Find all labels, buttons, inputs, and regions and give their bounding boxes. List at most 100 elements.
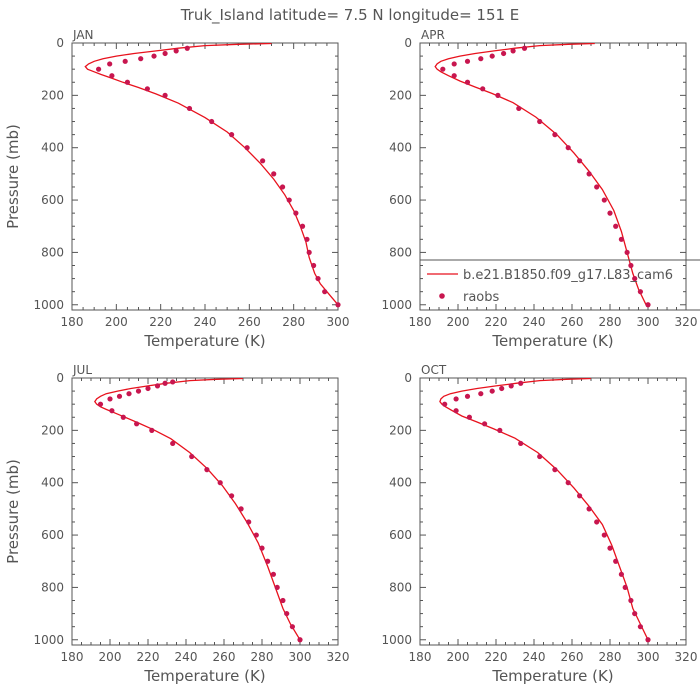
legend-obs-label: raobs <box>463 290 500 305</box>
x-tick-label: 220 <box>149 315 172 329</box>
raobs-point <box>162 92 168 98</box>
raobs-point <box>594 519 600 525</box>
raobs-point <box>453 408 459 414</box>
y-tick-label: 200 <box>389 423 412 437</box>
raobs-point <box>246 519 252 525</box>
raobs-point <box>499 385 505 392</box>
raobs-point <box>466 414 472 420</box>
plot-frame <box>71 377 339 646</box>
raobs-point <box>480 86 486 92</box>
raobs-point <box>238 506 244 512</box>
x-tick-label: 300 <box>637 650 660 664</box>
raobs-point <box>478 56 484 62</box>
raobs-point <box>489 53 495 59</box>
raobs-point <box>613 223 619 229</box>
raobs-point <box>601 532 607 538</box>
x-tick-label: 200 <box>99 650 122 664</box>
raobs-point <box>107 61 113 67</box>
raobs-point <box>594 184 600 190</box>
raobs-point <box>289 624 295 630</box>
raobs-point <box>497 427 503 433</box>
raobs-point <box>253 532 259 538</box>
y-tick-label: 800 <box>389 580 412 594</box>
raobs-point <box>335 302 341 308</box>
plot-frame <box>419 377 687 646</box>
raobs-point <box>322 289 328 295</box>
y-tick-label: 0 <box>404 371 412 385</box>
raobs-point <box>451 61 457 67</box>
raobs-point <box>632 610 638 617</box>
x-axis-label: Temperature (K) <box>491 667 613 685</box>
y-tick-label: 800 <box>41 580 64 594</box>
raobs-point <box>138 56 144 62</box>
model-profile-line <box>439 378 649 641</box>
x-tick-label: 180 <box>61 315 84 329</box>
raobs-point <box>442 401 448 407</box>
raobs-point <box>637 624 644 630</box>
raobs-point <box>244 145 250 151</box>
raobs-point <box>274 584 280 591</box>
raobs-point <box>217 480 223 486</box>
raobs-point <box>518 380 524 386</box>
y-tick-label: 600 <box>41 193 64 207</box>
raobs-point <box>537 453 543 460</box>
x-tick-label: 220 <box>485 650 508 664</box>
raobs-point <box>145 385 151 392</box>
y-tick-label: 400 <box>389 476 412 490</box>
y-tick-label: 400 <box>41 141 64 155</box>
panel-label: APR <box>421 28 445 42</box>
raobs-point <box>508 383 514 389</box>
x-tick-label: 320 <box>675 315 698 329</box>
panel-jan: 180 200 220 240 260 280 300 0 200 400 600 800 1000 JA… <box>4 28 349 350</box>
raobs-point <box>173 48 179 54</box>
x-axis-label: Temperature (K) <box>143 667 265 685</box>
raobs-point <box>618 571 625 577</box>
y-tick-label: 600 <box>41 528 64 542</box>
panel-label: JUL <box>72 363 92 377</box>
raobs-point <box>577 158 583 164</box>
y-tick-label: 0 <box>404 36 412 50</box>
raobs-point <box>495 92 501 98</box>
raobs-point <box>565 145 571 151</box>
panel-label: JAN <box>72 28 94 42</box>
raobs-point <box>601 197 607 203</box>
raobs-point <box>299 223 306 229</box>
raobs-point <box>565 480 571 486</box>
legend-obs-swatch <box>439 293 445 299</box>
panel-oct: 180 200 220 240 260 280 300 320 0 200 400 600 800 100… <box>381 363 697 685</box>
raobs-point <box>607 210 613 216</box>
raobs-point <box>284 610 290 617</box>
raobs-point <box>184 45 190 51</box>
raobs-point <box>516 105 522 112</box>
raobs-point <box>482 421 488 427</box>
raobs-point <box>315 275 321 282</box>
y-tick-label: 0 <box>56 371 64 385</box>
raobs-point <box>271 171 277 177</box>
panel-apr: 180 200 220 240 260 280 300 320 0 200 400 600 800 100… <box>381 28 700 350</box>
raobs-point <box>306 249 312 256</box>
x-tick-label: 280 <box>599 315 622 329</box>
raobs-point <box>637 289 644 295</box>
raobs-point <box>624 249 630 256</box>
raobs-point <box>124 79 131 85</box>
raobs-point <box>170 379 176 385</box>
x-tick-label: 260 <box>238 315 261 329</box>
raobs-point <box>622 584 628 591</box>
x-tick-label: 220 <box>137 650 160 664</box>
x-tick-label: 260 <box>561 650 584 664</box>
raobs-point <box>151 53 157 59</box>
plot-frame <box>71 42 339 311</box>
raobs-point <box>464 79 471 85</box>
raobs-point <box>645 637 651 643</box>
x-tick-label: 280 <box>251 650 274 664</box>
raobs-point <box>645 302 651 308</box>
y-axis-label: Pressure (mb) <box>4 459 22 564</box>
raobs-point <box>297 637 303 643</box>
x-tick-label: 260 <box>561 315 584 329</box>
x-tick-label: 280 <box>282 315 305 329</box>
x-tick-label: 320 <box>327 650 350 664</box>
raobs-point <box>501 50 507 57</box>
raobs-point <box>154 383 161 389</box>
x-tick-label: 300 <box>289 650 312 664</box>
raobs-point <box>186 105 193 112</box>
